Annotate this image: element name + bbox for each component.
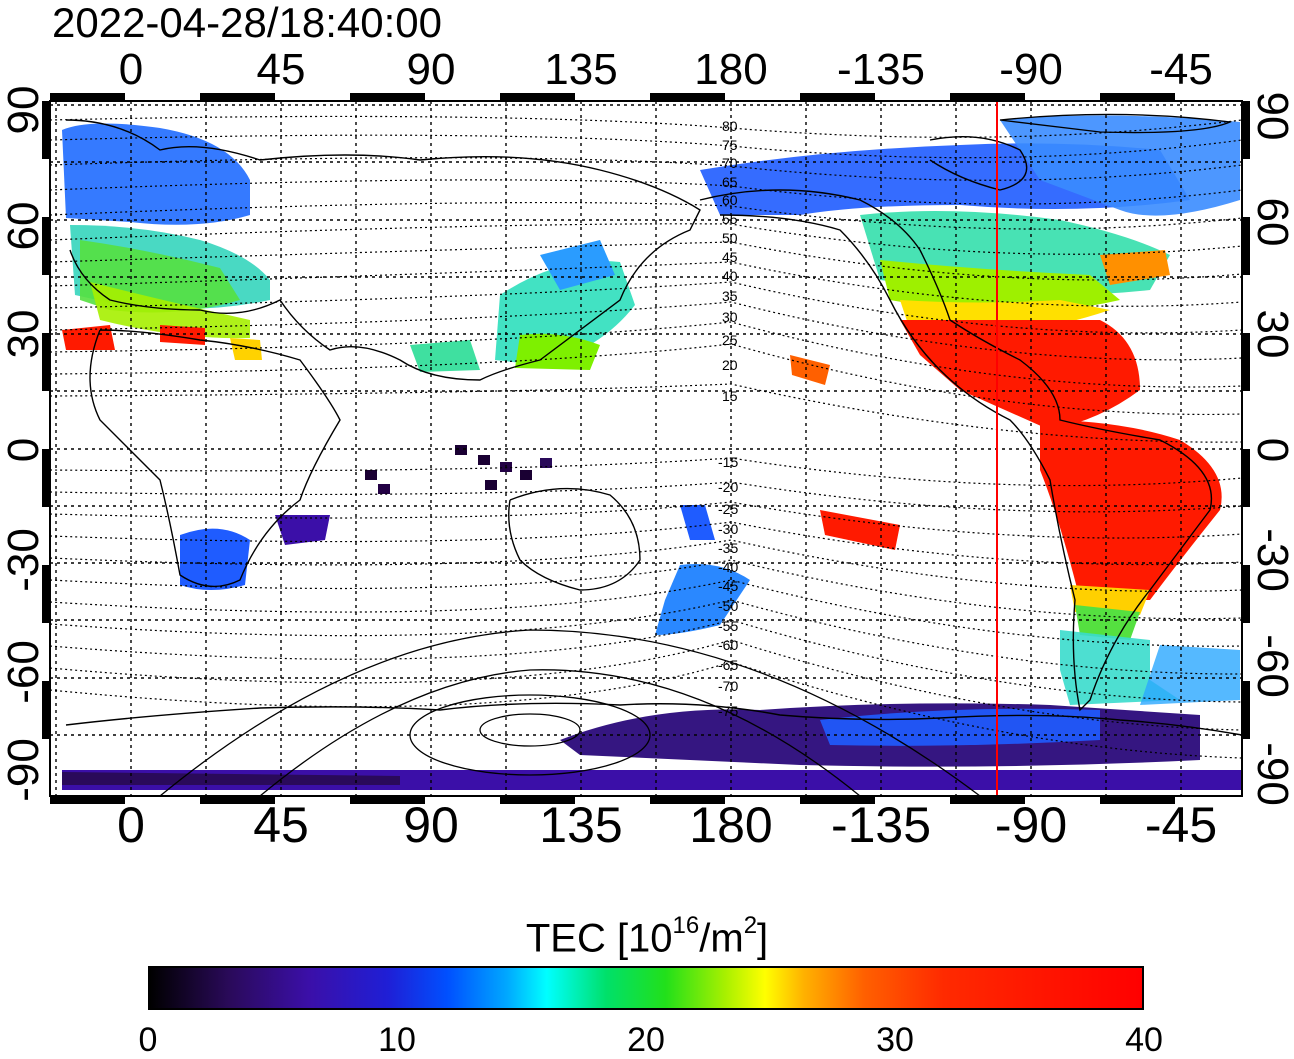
frame-ticks: [42, 93, 1250, 804]
contour-label: -55: [718, 618, 738, 634]
colorbar-tick: 20: [627, 1021, 665, 1059]
lon-tick-top: 90: [406, 45, 456, 94]
contour-label: 65: [722, 174, 738, 190]
tec-data-layer: [62, 115, 1242, 790]
contour-label: 70: [722, 155, 738, 171]
lon-tick-bottom: -45: [1144, 797, 1218, 853]
contour-label: -25: [718, 501, 738, 517]
lon-tick-bottom: 45: [253, 797, 309, 853]
contour-label: 20: [722, 357, 738, 373]
map-title: 2022-04-28/18:40:00: [52, 0, 442, 46]
colorbar-tick: 40: [1125, 1021, 1163, 1059]
colorbar-label-text: TEC [10: [525, 916, 673, 961]
contour-label: -40: [718, 559, 738, 575]
colorbar-label-unit: /m: [699, 916, 744, 961]
contour-label: 15: [722, 388, 738, 404]
lon-tick-top: -45: [1149, 45, 1213, 94]
contour-label: -30: [718, 521, 738, 537]
colorbar-label-exponent: 16: [672, 912, 700, 939]
lon-tick-top: 135: [544, 45, 618, 94]
contour-label: 80: [722, 118, 738, 134]
contour-label: 75: [722, 137, 738, 153]
contour-label: -60: [718, 637, 738, 653]
colorbar-tick: 30: [876, 1021, 914, 1059]
contour-label: -70: [718, 678, 738, 694]
contour-label: 45: [722, 249, 738, 265]
plot-frame: [49, 100, 1243, 797]
lon-tick-bottom: -90: [994, 797, 1068, 853]
lon-tick-top: 45: [256, 45, 306, 94]
contour-label: 25: [722, 332, 738, 348]
contour-label: 30: [722, 309, 738, 325]
contour-label: -50: [718, 598, 738, 614]
colorbar-label-unit-exponent: 2: [743, 912, 758, 939]
lon-tick-top: 180: [694, 45, 768, 94]
contour-label: 60: [722, 192, 738, 208]
magnetic-contours: [50, 115, 1242, 759]
contour-label: -35: [718, 540, 738, 556]
contour-label: -45: [718, 578, 738, 594]
contour-label: 50: [722, 230, 738, 246]
contour-label: -20: [718, 479, 738, 495]
colorbar-label: TEC [1016/m2]: [0, 908, 1294, 960]
contour-label: 55: [722, 211, 738, 227]
coastlines: [65, 119, 1243, 736]
lon-tick-top: 0: [118, 45, 144, 94]
contour-labels: 80 75 70 65 60 55 50 45 40 35 30 25 20 1…: [718, 118, 738, 719]
lon-tick-top: -90: [999, 45, 1063, 94]
indonesia-low-tec-cells: [365, 445, 552, 494]
contour-label: -15: [718, 454, 738, 470]
tec-map: 80 75 70 65 60 55 50 45 40 35 30 25 20 1…: [42, 93, 1250, 804]
contour-label: 35: [722, 288, 738, 304]
colorbar-tick: 0: [138, 1021, 158, 1059]
lon-tick-bottom: 180: [689, 797, 773, 853]
lon-tick-top: -135: [836, 45, 926, 94]
lon-tick-bottom: 135: [539, 797, 623, 853]
magnetic-pole-contours: [159, 113, 1233, 796]
contour-label: -75: [718, 703, 738, 719]
colorbar-tick: 10: [378, 1021, 416, 1059]
contour-label: -65: [718, 657, 738, 673]
lon-tick-bottom: 0: [117, 797, 145, 853]
lon-tick-bottom: 90: [403, 797, 459, 853]
lon-tick-bottom: -135: [830, 797, 932, 853]
colorbar: [148, 966, 1144, 1010]
colorbar-label-end: ]: [757, 916, 769, 961]
contour-label: 40: [722, 268, 738, 284]
